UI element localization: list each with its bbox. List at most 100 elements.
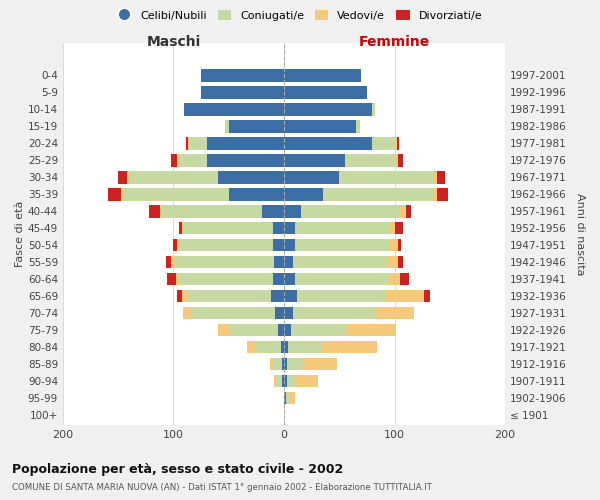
Bar <box>275 306 284 320</box>
Bar <box>389 272 400 285</box>
Bar <box>166 256 171 268</box>
Bar <box>247 340 256 353</box>
Bar <box>400 272 409 285</box>
Bar <box>179 222 182 234</box>
Bar <box>182 222 184 234</box>
Bar <box>185 137 188 149</box>
Bar <box>206 154 284 166</box>
Bar <box>284 120 356 132</box>
Bar <box>171 256 175 268</box>
Bar <box>395 137 397 149</box>
Y-axis label: Fasce di età: Fasce di età <box>15 201 25 268</box>
Bar <box>229 120 284 132</box>
Bar <box>323 188 433 200</box>
Bar <box>160 205 163 218</box>
Bar <box>339 171 433 183</box>
Bar <box>192 306 275 320</box>
Bar <box>406 205 411 218</box>
Bar <box>400 205 406 218</box>
Bar <box>274 374 276 388</box>
Bar <box>322 340 377 353</box>
Bar <box>437 188 448 200</box>
Bar <box>287 358 304 370</box>
Text: COMUNE DI SANTA MARIA NUOVA (AN) - Dati ISTAT 1° gennaio 2002 - Elaborazione TUT: COMUNE DI SANTA MARIA NUOVA (AN) - Dati … <box>12 482 432 492</box>
Bar <box>273 238 284 252</box>
Bar <box>284 306 293 320</box>
Bar <box>293 256 387 268</box>
Bar <box>201 86 284 99</box>
Bar <box>163 205 262 218</box>
Bar <box>293 306 376 320</box>
Bar <box>118 171 127 183</box>
Bar <box>376 306 415 320</box>
Bar <box>284 272 295 285</box>
Bar <box>175 256 274 268</box>
Bar <box>284 222 295 234</box>
Bar <box>273 272 284 285</box>
Bar <box>271 290 284 302</box>
Text: Popolazione per età, sesso e stato civile - 2002: Popolazione per età, sesso e stato civil… <box>12 462 343 475</box>
Bar <box>398 154 403 166</box>
Bar <box>295 272 389 285</box>
Bar <box>286 392 289 404</box>
Bar <box>188 290 271 302</box>
Bar <box>284 69 361 82</box>
Bar <box>284 324 290 336</box>
Bar <box>177 290 182 302</box>
Bar <box>389 222 395 234</box>
Text: Femmine: Femmine <box>359 35 430 49</box>
Bar <box>395 222 403 234</box>
Bar <box>398 238 401 252</box>
Bar <box>284 290 297 302</box>
Bar <box>284 86 367 99</box>
Bar <box>387 256 398 268</box>
Bar <box>284 238 295 252</box>
Bar <box>218 324 229 336</box>
Bar <box>177 154 179 166</box>
Bar <box>278 324 284 336</box>
Bar <box>206 137 284 149</box>
Bar <box>273 222 284 234</box>
Bar <box>284 374 287 388</box>
Bar <box>269 358 273 370</box>
Bar <box>108 188 121 200</box>
Bar <box>297 290 386 302</box>
Bar <box>262 205 284 218</box>
Bar <box>129 171 218 183</box>
Bar <box>273 358 282 370</box>
Bar <box>190 137 206 149</box>
Bar <box>171 154 177 166</box>
Bar <box>284 340 289 353</box>
Bar <box>295 222 389 234</box>
Bar <box>287 374 296 388</box>
Bar <box>295 238 389 252</box>
Bar <box>176 272 179 285</box>
Bar <box>179 154 206 166</box>
Bar <box>424 290 430 302</box>
Bar <box>398 256 403 268</box>
Bar <box>276 374 282 388</box>
Legend: Celibi/Nubili, Coniugati/e, Vedovi/e, Divorziati/e: Celibi/Nubili, Coniugati/e, Vedovi/e, Di… <box>113 6 487 25</box>
Bar <box>373 137 395 149</box>
Bar <box>301 205 400 218</box>
Bar <box>218 171 284 183</box>
Bar <box>229 324 278 336</box>
Bar <box>397 137 399 149</box>
Bar <box>373 103 374 116</box>
Bar <box>281 340 284 353</box>
Bar <box>437 171 445 183</box>
Bar <box>182 290 188 302</box>
Bar <box>121 188 124 200</box>
Bar <box>177 238 179 252</box>
Bar <box>289 340 322 353</box>
Bar <box>296 374 318 388</box>
Bar <box>201 69 284 82</box>
Bar <box>284 358 287 370</box>
Bar <box>149 205 160 218</box>
Bar <box>433 171 437 183</box>
Bar <box>284 256 293 268</box>
Bar <box>184 222 273 234</box>
Bar <box>184 103 284 116</box>
Y-axis label: Anni di nascita: Anni di nascita <box>575 193 585 276</box>
Bar <box>284 392 286 404</box>
